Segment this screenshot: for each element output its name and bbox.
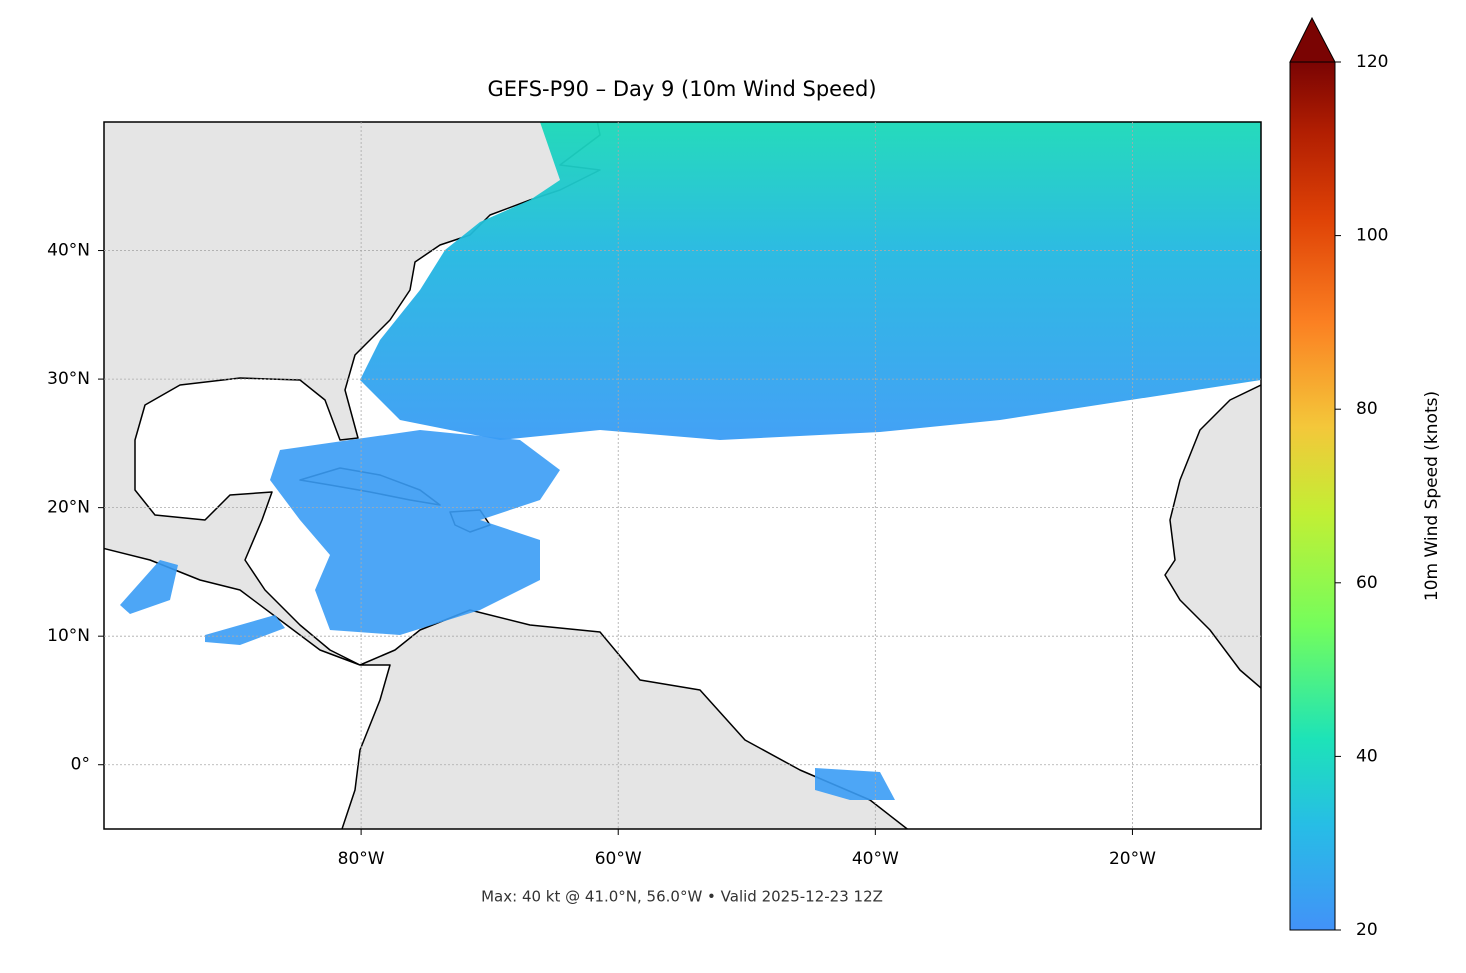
- colorbar-extend: [1289, 16, 1336, 63]
- chart-title: GEFS-P90 – Day 9 (10m Wind Speed): [487, 77, 876, 101]
- wind-field-pacific: [120, 560, 285, 645]
- x-tick-label: 60°W: [595, 849, 642, 869]
- wind-field-caribbean: [270, 430, 560, 635]
- y-tick-label: 10°N: [47, 626, 90, 646]
- x-tick-label: 40°W: [852, 849, 899, 869]
- wind-field: [360, 122, 1261, 440]
- y-tick-label: 0°: [71, 755, 90, 775]
- colorbar: [1289, 61, 1336, 931]
- colorbar-tick-label: 80: [1356, 399, 1378, 419]
- x-tick-label: 20°W: [1109, 849, 1156, 869]
- y-tick-label: 20°N: [47, 498, 90, 518]
- y-tick-label: 40°N: [47, 241, 90, 261]
- colorbar-tick-label: 20: [1356, 920, 1378, 940]
- x-tick-label: 80°W: [338, 849, 385, 869]
- map-area: [104, 122, 1261, 829]
- footer-note: Max: 40 kt @ 41.0°N, 56.0°W • Valid 2025…: [481, 888, 883, 906]
- africa: [1164, 384, 1261, 689]
- colorbar-tick-label: 60: [1356, 573, 1378, 593]
- colorbar-tick-label: 100: [1356, 226, 1388, 246]
- map-frame: [103, 121, 1262, 830]
- y-tick-label: 30°N: [47, 369, 90, 389]
- americas: [104, 122, 909, 829]
- colorbar-tick-label: 120: [1356, 52, 1388, 72]
- colorbar-label: 10m Wind Speed (knots): [1422, 391, 1442, 601]
- colorbar-tick-label: 40: [1356, 746, 1378, 766]
